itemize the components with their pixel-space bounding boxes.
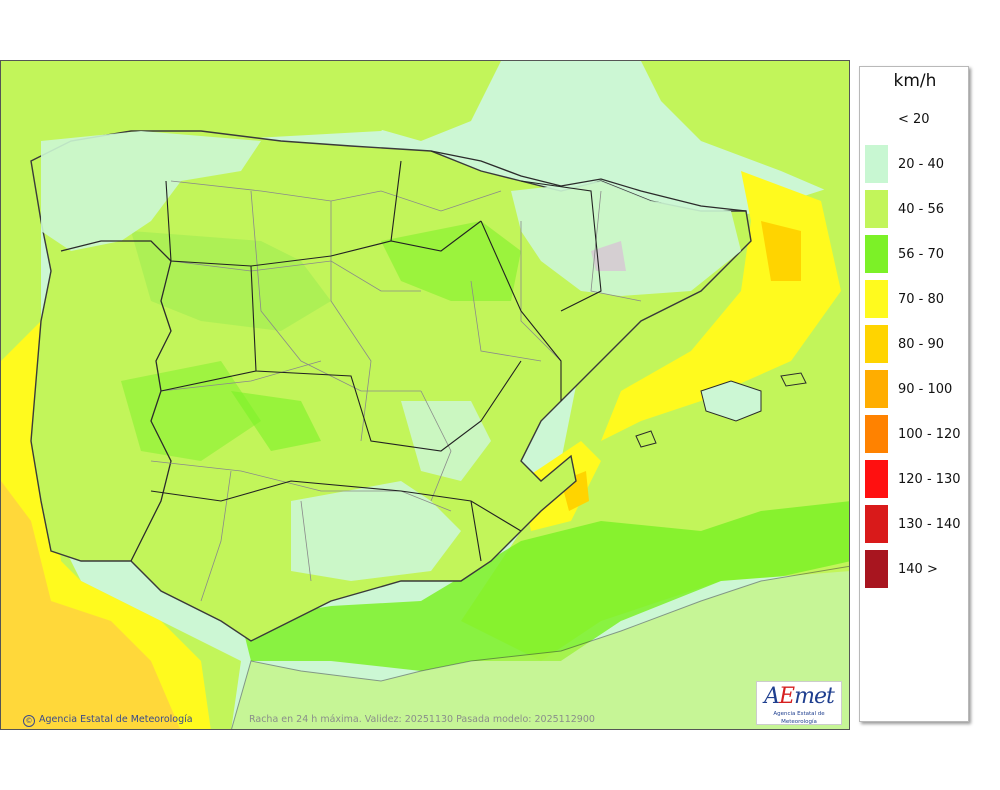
france-border bbox=[430, 150, 747, 212]
atlantic-orange-zone bbox=[1, 481, 181, 729]
alboran-strong-band bbox=[241, 501, 849, 671]
province-borders bbox=[150, 180, 642, 602]
legend-swatch bbox=[865, 460, 888, 498]
legend-swatch bbox=[865, 235, 888, 273]
menorca-island bbox=[780, 372, 807, 387]
legend-unit: km/h bbox=[893, 71, 937, 91]
north-africa-coast bbox=[231, 565, 849, 729]
med-orange-core bbox=[761, 221, 801, 281]
portugal-border bbox=[60, 240, 172, 562]
legend-panel: km/h < 20 20 - 40 40 - 56 56 - 70 70 - 80 80 … bbox=[859, 66, 969, 722]
legend-swatch bbox=[865, 280, 888, 318]
legend-swatch bbox=[865, 370, 888, 408]
logo-wordmark: AEmet bbox=[764, 684, 835, 709]
forecast-map: © Agencia Estatal de Meteorología Racha e… bbox=[0, 60, 850, 730]
wind-gust-map bbox=[1, 61, 849, 729]
legend-label: 40 - 56 bbox=[898, 202, 945, 217]
andalusia-east-light bbox=[291, 481, 461, 581]
legend-swatch bbox=[865, 190, 888, 228]
aemet-logo: AEmet Agencia Estatal de Meteorología bbox=[756, 681, 842, 725]
ebro-valley-patch bbox=[381, 221, 521, 301]
legend-row: 80 - 90 bbox=[860, 325, 970, 363]
legend-row: 90 - 100 bbox=[860, 370, 970, 408]
mallorca-island bbox=[700, 380, 762, 422]
legend-swatch bbox=[865, 550, 888, 588]
legend-swatch bbox=[865, 325, 888, 363]
legend-row: 120 - 130 bbox=[860, 460, 970, 498]
credit-text: Agencia Estatal de Meteorología bbox=[39, 714, 193, 725]
meseta-north-patch bbox=[131, 231, 331, 331]
legend-label: 20 - 40 bbox=[898, 157, 945, 172]
legend-row: 56 - 70 bbox=[860, 235, 970, 273]
region-borders bbox=[150, 160, 602, 562]
legend-row: 20 - 40 bbox=[860, 145, 970, 183]
legend-swatch bbox=[865, 145, 888, 183]
legend-label: 90 - 100 bbox=[898, 382, 953, 397]
legend-label: < 20 bbox=[898, 112, 930, 127]
galicia-light bbox=[41, 131, 261, 251]
legend-row: 40 - 56 bbox=[860, 190, 970, 228]
legend-label: 100 - 120 bbox=[898, 427, 961, 442]
legend-row: 70 - 80 bbox=[860, 280, 970, 318]
legend-label: 130 - 140 bbox=[898, 517, 961, 532]
legend-label: 56 - 70 bbox=[898, 247, 945, 262]
legend-label: 140 > bbox=[898, 562, 938, 577]
legend-swatch bbox=[865, 505, 888, 543]
agency-credit: © Agencia Estatal de Meteorología bbox=[23, 714, 193, 727]
extremadura-patch bbox=[121, 361, 261, 461]
biscay-wind-band bbox=[331, 61, 501, 141]
copyright-icon: © bbox=[23, 715, 35, 727]
legend-swatch bbox=[865, 100, 888, 138]
gulf-lion-wind-band bbox=[641, 61, 849, 201]
logo-subtitle: Agencia Estatal de Meteorología bbox=[773, 711, 825, 725]
pyrenees-calm-patch bbox=[591, 241, 626, 271]
legend-row: 140 > bbox=[860, 550, 970, 588]
legend-label: 120 - 130 bbox=[898, 472, 961, 487]
legend-row: < 20 bbox=[860, 100, 970, 138]
catalonia-light bbox=[511, 181, 741, 296]
legend-row: 100 - 120 bbox=[860, 415, 970, 453]
legend-label: 80 - 90 bbox=[898, 337, 945, 352]
legend-row: 130 - 140 bbox=[860, 505, 970, 543]
map-caption: Racha en 24 h máxima. Validez: 20251130 … bbox=[249, 714, 595, 725]
la-mancha-patch bbox=[231, 391, 321, 451]
legend-swatch bbox=[865, 415, 888, 453]
ibiza-island bbox=[635, 430, 657, 448]
legend-label: 70 - 80 bbox=[898, 292, 945, 307]
